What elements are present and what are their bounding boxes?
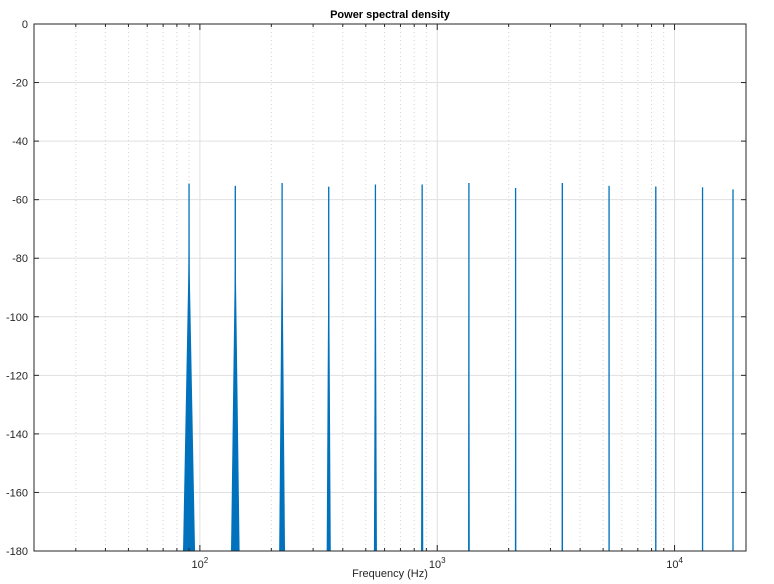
y-tick-label: -180 <box>6 546 28 558</box>
x-axis-label: Frequency (Hz) <box>352 568 428 580</box>
x-tick-label: 103 <box>429 556 446 571</box>
x-tick-labels: 102 103 104 <box>192 556 684 571</box>
y-tick-label: -60 <box>12 195 28 207</box>
x-tick-label: 102 <box>192 556 209 571</box>
y-tick-label: -80 <box>12 253 28 265</box>
y-tick-label: -100 <box>6 312 28 324</box>
x-tick-label: 104 <box>666 556 683 571</box>
series-psd <box>179 182 747 552</box>
y-tick-label: -140 <box>6 429 28 441</box>
y-tick-label: -40 <box>12 136 28 148</box>
axis-ticks <box>33 23 747 552</box>
y-tick-label: -120 <box>6 370 28 382</box>
plot-frame <box>33 23 747 552</box>
y-tick-labels: 0 -20 -40 -60 -80 -100 -120 -140 -160 -180 <box>6 19 28 558</box>
y-tick-label: 0 <box>22 19 28 31</box>
y-tick-label: -20 <box>12 78 28 90</box>
grid <box>33 23 747 552</box>
y-tick-label: -160 <box>6 487 28 499</box>
chart-title: Power spectral density <box>330 9 451 21</box>
